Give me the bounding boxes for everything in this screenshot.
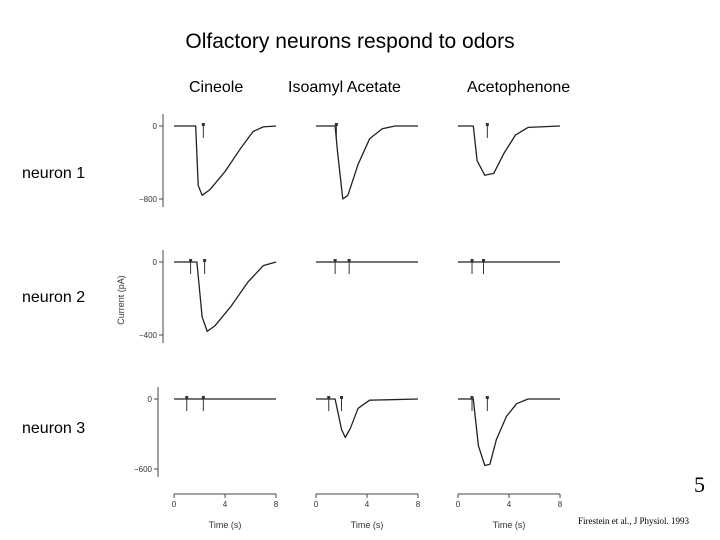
y-axis-title: Current (pA) <box>116 275 126 325</box>
stimulus-marker-dot <box>347 259 351 262</box>
x-axis-title-col-3: Time (s) <box>493 520 526 530</box>
x-tick-label: 8 <box>558 500 563 509</box>
x-tick-label: 8 <box>274 500 279 509</box>
stimulus-marker-dot <box>201 396 205 399</box>
stimulus-marker-dot <box>201 123 205 126</box>
stimulus-marker-dot <box>203 259 207 262</box>
column-header-isoamyl-acetate: Isoamyl Acetate <box>288 79 401 96</box>
x-tick-label: 0 <box>172 500 177 509</box>
x-tick-label: 0 <box>456 500 461 509</box>
y-tick-label-row-1: −800 <box>139 195 158 204</box>
column-header-acetophenone: Acetophenone <box>467 79 571 96</box>
slide-number: 5 <box>694 472 705 497</box>
x-axis-title-col-2: Time (s) <box>351 520 384 530</box>
y-tick-label-row-3: −600 <box>134 465 153 474</box>
stimulus-marker-dot <box>327 396 331 399</box>
x-tick-label: 4 <box>365 500 370 509</box>
slide-title: Olfactory neurons respond to odors <box>185 30 515 53</box>
column-header-cineole: Cineole <box>189 79 244 96</box>
trace-neuron-3-isoamyl-acetate <box>316 398 419 439</box>
x-axis-title-col-1: Time (s) <box>209 520 242 530</box>
stimulus-marker-dot <box>340 396 343 399</box>
trace-neuron-2-cineole <box>174 261 277 333</box>
stimulus-marker-dot <box>333 259 337 262</box>
trace-neuron-1-acetophenone <box>458 125 561 176</box>
citation: Firestein et al., J Physiol. 1993 <box>578 516 689 526</box>
stimulus-marker-dot <box>482 259 485 262</box>
x-tick-label: 0 <box>314 500 319 509</box>
stimulus-marker-dot <box>334 123 338 126</box>
row-label-neuron-3: neuron 3 <box>22 420 86 437</box>
trace-neuron-1-cineole <box>174 125 277 196</box>
stimulus-marker-dot <box>189 259 193 262</box>
stimulus-marker-dot <box>185 396 189 399</box>
stimulus-marker-dot <box>470 259 474 262</box>
x-tick-label: 4 <box>507 500 512 509</box>
trace-neuron-1-isoamyl-acetate <box>316 125 418 200</box>
y-tick-label-row-1: 0 <box>153 122 158 131</box>
y-tick-label-row-3: 0 <box>148 395 153 404</box>
row-label-neuron-1: neuron 1 <box>22 165 86 182</box>
trace-neuron-3-acetophenone <box>458 398 560 467</box>
stimulus-marker-dot <box>485 123 489 126</box>
stimulus-marker-dot <box>470 396 474 399</box>
x-tick-label: 4 <box>223 500 228 509</box>
y-tick-label-row-2: −400 <box>139 331 158 340</box>
x-tick-label: 8 <box>416 500 421 509</box>
row-label-neuron-2: neuron 2 <box>22 289 86 306</box>
stimulus-marker-dot <box>485 396 489 399</box>
y-tick-label-row-2: 0 <box>153 258 158 267</box>
